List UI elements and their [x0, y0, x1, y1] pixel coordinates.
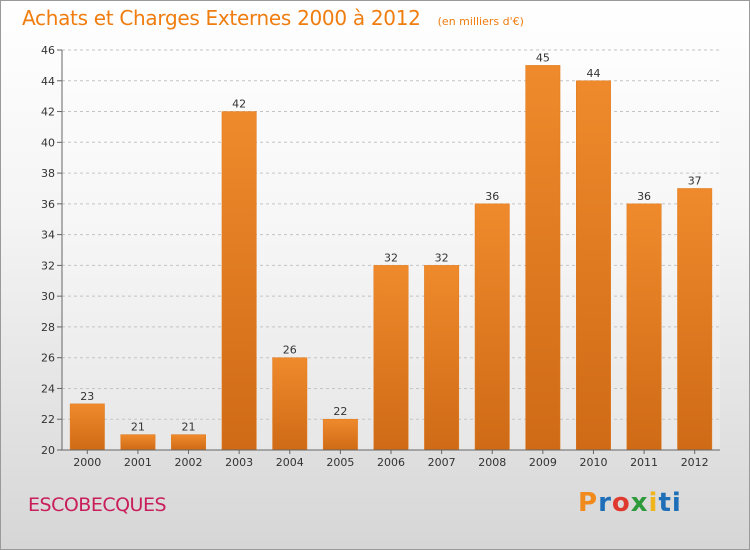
y-tick-label: 22 [41, 413, 55, 426]
x-tick-label: 2011 [630, 456, 658, 469]
proxiti-logo: Proxiti [578, 488, 682, 518]
y-tick-label: 24 [41, 382, 55, 395]
data-label: 37 [688, 174, 702, 187]
x-tick-label: 2010 [579, 456, 607, 469]
x-tick-label: 2004 [276, 456, 304, 469]
logo-letter: P [578, 488, 599, 518]
chart-subtitle: (en milliers d'€) [437, 15, 524, 28]
bar [677, 188, 713, 451]
bar [424, 265, 460, 451]
y-tick-label: 40 [41, 136, 55, 149]
x-tick-label: 2007 [428, 456, 456, 469]
data-label: 22 [333, 405, 347, 418]
logo-letter: i [648, 488, 659, 518]
chart-title-row: Achats et Charges Externes 2000 à 2012 (… [22, 6, 524, 30]
bar-layer: 23 21 21 42 26 22 32 32 36 45 44 36 37 [69, 51, 713, 451]
data-label: 32 [384, 251, 398, 264]
y-tick-label: 32 [41, 259, 55, 272]
bar [525, 65, 561, 451]
x-tick-label: 2001 [124, 456, 152, 469]
x-tick-label: 2003 [225, 456, 253, 469]
x-tick-label: 2000 [73, 456, 101, 469]
bar [221, 111, 257, 451]
logo-letter: o [611, 488, 631, 518]
x-tick-label: 2002 [175, 456, 203, 469]
commune-name: ESCOBECQUES [28, 494, 167, 516]
y-tick-label: 44 [41, 75, 55, 88]
y-tick-label: 46 [41, 44, 55, 57]
data-label: 42 [232, 98, 246, 111]
y-tick-label: 26 [41, 352, 55, 365]
bar [576, 80, 611, 451]
y-tick-label: 38 [41, 167, 55, 180]
bar [322, 418, 358, 451]
bar [69, 403, 105, 451]
x-tick-label: 2009 [529, 456, 557, 469]
bar [626, 203, 662, 451]
data-label: 32 [435, 251, 449, 264]
bar [474, 203, 510, 451]
y-tick-label: 34 [41, 229, 55, 242]
data-label: 44 [586, 67, 600, 80]
data-label: 36 [637, 190, 651, 203]
data-label: 21 [131, 421, 145, 434]
bar [171, 434, 206, 451]
data-label: 36 [485, 190, 499, 203]
data-label: 23 [80, 390, 94, 403]
y-tick-label: 42 [41, 106, 55, 119]
chart-title: Achats et Charges Externes 2000 à 2012 [22, 6, 421, 30]
y-tick-label: 30 [41, 290, 55, 303]
bar [272, 357, 308, 451]
axis-layer: 20 22 24 26 28 30 32 34 36 38 40 42 44 46 2000 2001 2002… [41, 44, 720, 469]
y-tick-label: 28 [41, 321, 55, 334]
x-tick-label: 2012 [681, 456, 709, 469]
logo-letter: ti [658, 488, 682, 518]
y-tick-label: 36 [41, 198, 55, 211]
x-tick-label: 2008 [478, 456, 506, 469]
data-label: 21 [182, 421, 196, 434]
data-label: 26 [283, 344, 297, 357]
logo-letter: x [630, 488, 649, 518]
bar [373, 265, 409, 451]
logo-letter: r [598, 488, 612, 518]
x-tick-label: 2006 [377, 456, 405, 469]
bar [120, 434, 156, 451]
y-tick-label: 20 [41, 444, 55, 457]
data-label: 45 [536, 51, 550, 64]
x-tick-label: 2005 [326, 456, 354, 469]
